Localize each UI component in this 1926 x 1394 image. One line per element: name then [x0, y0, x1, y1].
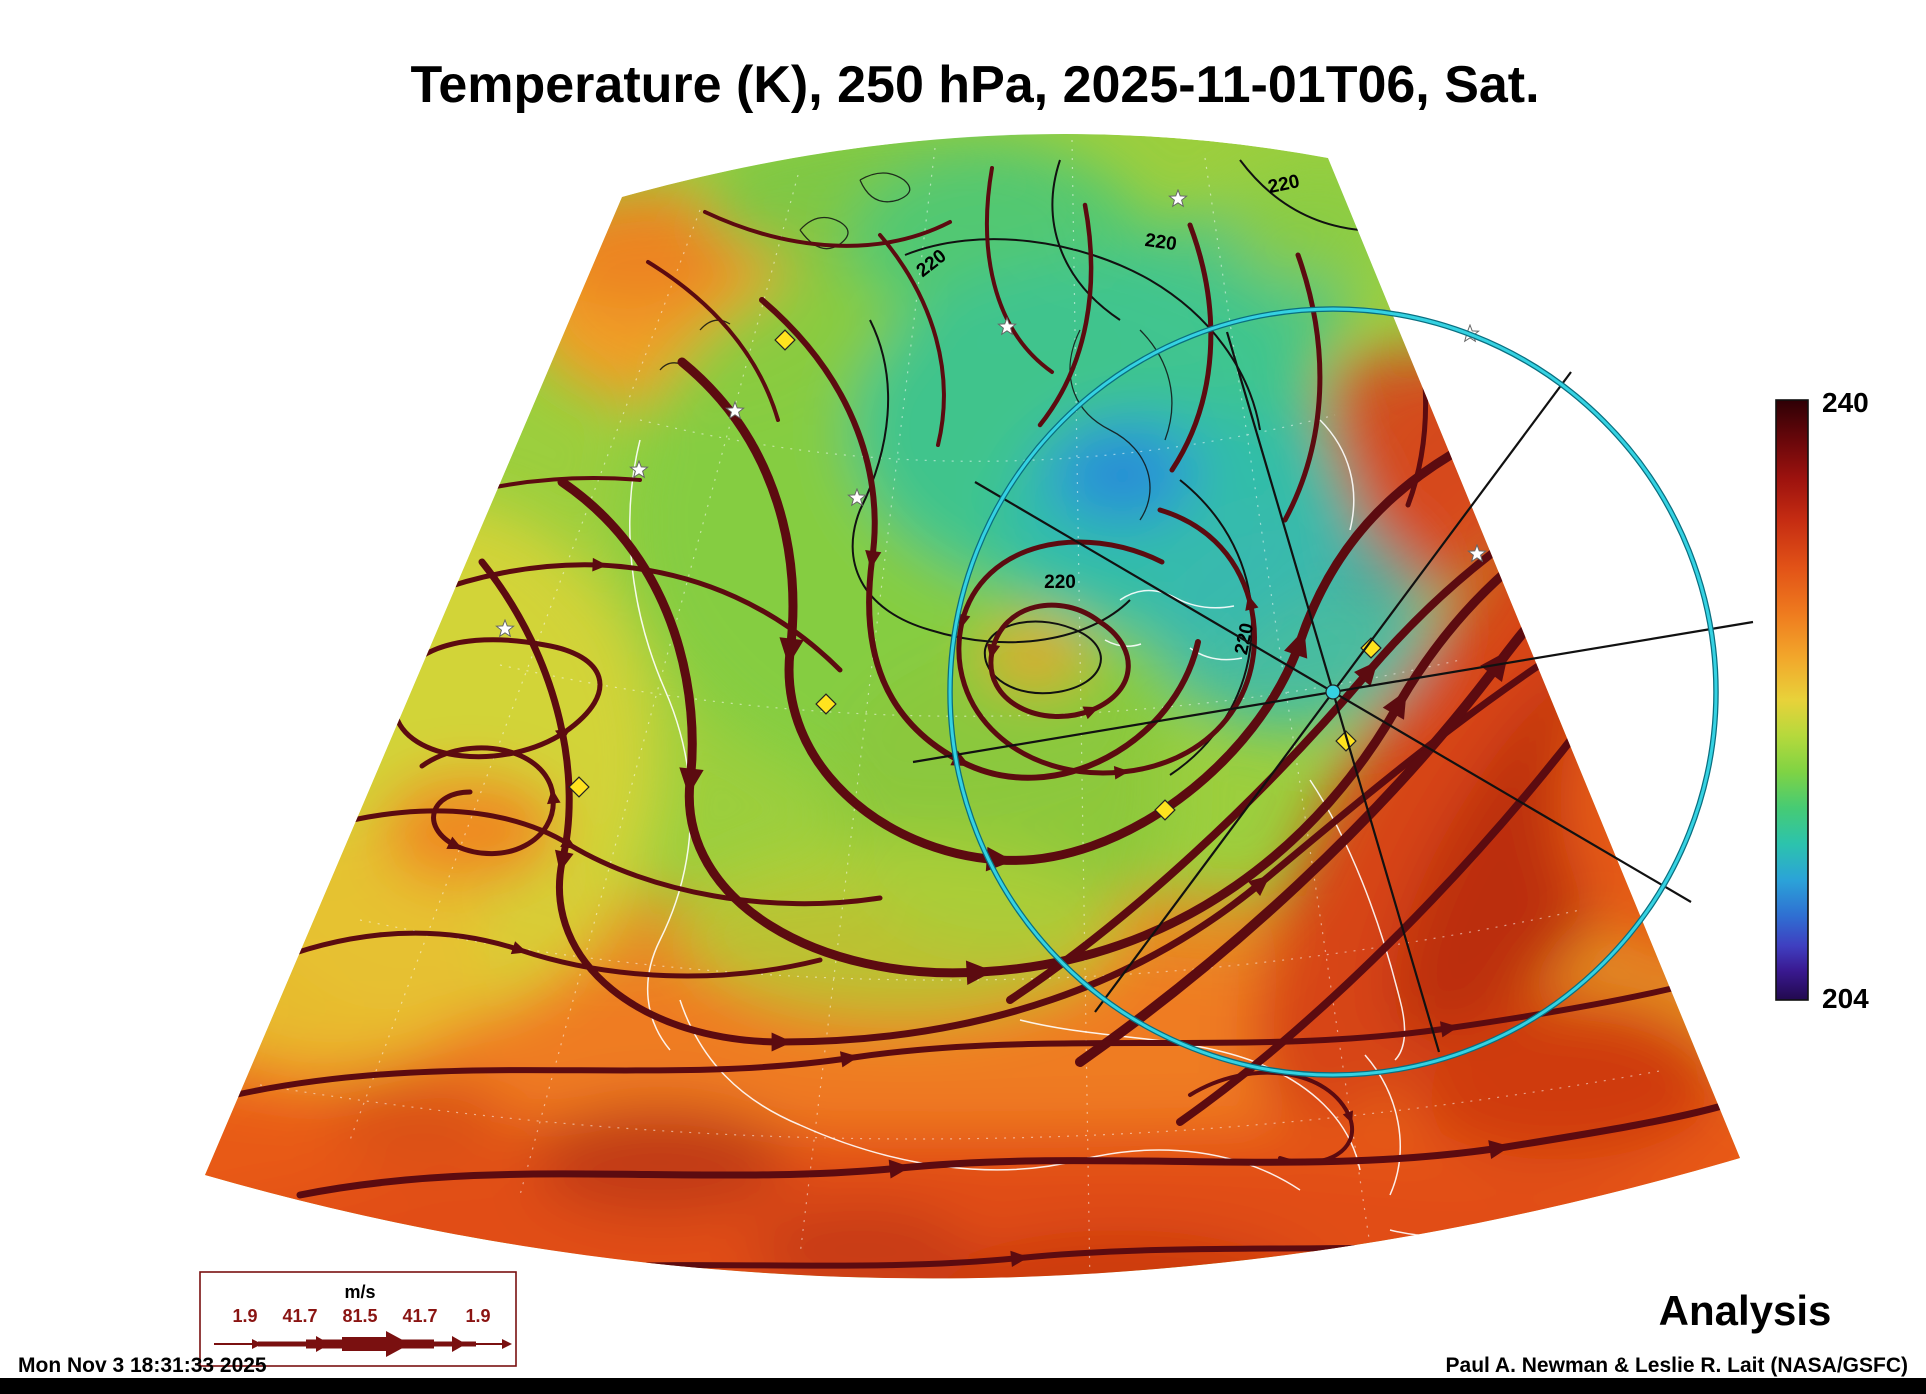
diamond-marker — [1360, 637, 1382, 659]
diamond-marker — [1335, 730, 1357, 752]
diamond-marker — [568, 776, 590, 798]
page-title: Temperature (K), 250 hPa, 2025-11-01T06,… — [410, 56, 1539, 114]
analysis-label: Analysis — [1659, 1287, 1832, 1334]
wind-legend-units: m/s — [344, 1282, 375, 1302]
diamond-marker — [1154, 799, 1176, 821]
diamond-markers — [568, 329, 1382, 821]
wind-legend-value: 1.9 — [465, 1306, 490, 1326]
colorbar-max-label: 240 — [1822, 387, 1869, 418]
contour-label: 220 — [1144, 230, 1178, 255]
range-ring — [948, 307, 1718, 1077]
colorbar-gradient — [1775, 399, 1809, 1001]
bottom-bar — [0, 1378, 1926, 1394]
wind-legend-arrows — [214, 1331, 512, 1357]
credit-label: Paul A. Newman & Leslie R. Lait (NASA/GS… — [1446, 1354, 1908, 1377]
diamond-marker — [815, 693, 837, 715]
wind-legend-value: 81.5 — [342, 1306, 377, 1326]
contour-label: 220 — [1044, 572, 1076, 593]
ring-center-dot — [1325, 684, 1341, 700]
timestamp-label: Mon Nov 3 18:31:33 2025 — [18, 1354, 267, 1377]
diamond-marker — [774, 329, 796, 351]
wind-legend: m/s 1.9 41.7 81.5 41.7 1.9 — [199, 1271, 517, 1367]
wind-legend-value: 1.9 — [232, 1306, 257, 1326]
wind-legend-value: 41.7 — [282, 1306, 317, 1326]
colorbar-min-label: 204 — [1822, 983, 1869, 1014]
temperature-field — [205, 133, 1740, 1279]
wind-legend-value: 41.7 — [402, 1306, 437, 1326]
colorbar: 240 204 — [1775, 387, 1869, 1014]
